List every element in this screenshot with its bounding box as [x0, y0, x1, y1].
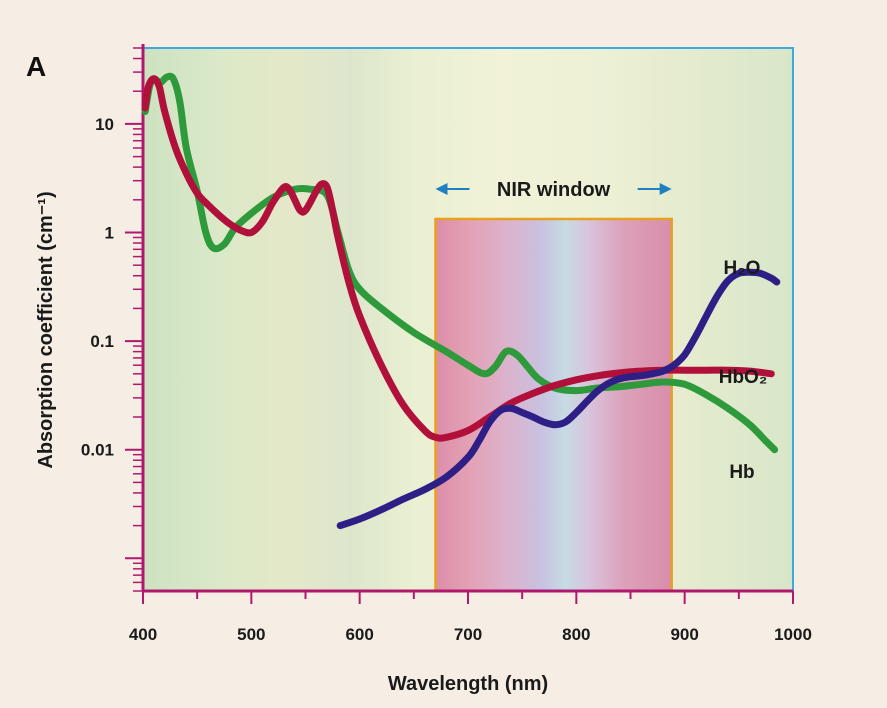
series-line-0: [336, 268, 781, 530]
x-tick-label: 700: [454, 625, 482, 644]
nir-window-annotation: NIR window: [435, 179, 672, 201]
nir-arrowhead-left: [435, 183, 448, 195]
nir-window-band: [434, 217, 673, 593]
series-line-1: [141, 75, 775, 442]
x-tick-label: 400: [129, 625, 157, 644]
axes: [125, 44, 794, 604]
y-tick-label: 1: [105, 224, 114, 243]
series-label-h2o: H₂O: [724, 258, 761, 279]
x-axis-title: Wavelength (nm): [388, 673, 548, 695]
nir-arrowhead-right: [659, 183, 672, 195]
y-tick-labels: 10 1 0.1 0.01: [81, 115, 114, 460]
series-labels: H₂O HbO₂ Hb: [719, 258, 768, 483]
x-tick-label: 900: [670, 625, 698, 644]
y-tick-label: 10: [95, 115, 114, 134]
x-tick-label: 1000: [774, 625, 812, 644]
nir-window-label: NIR window: [497, 179, 611, 201]
series-lines: [141, 72, 781, 530]
x-tick-label: 600: [345, 625, 373, 644]
x-tick-labels: 400 500 600 700 800 900 1000: [129, 625, 812, 644]
panel-label: A: [26, 51, 46, 82]
series-line-2: [141, 72, 779, 454]
y-axis-title: Absorption coefficient (cm⁻¹): [35, 191, 57, 468]
x-tick-label: 500: [237, 625, 265, 644]
y-tick-label: 0.1: [90, 332, 114, 351]
y-tick-label: 0.01: [81, 441, 114, 460]
series-label-hbo2: HbO₂: [719, 367, 768, 388]
series-label-hb: Hb: [729, 462, 754, 483]
x-tick-label: 800: [562, 625, 590, 644]
